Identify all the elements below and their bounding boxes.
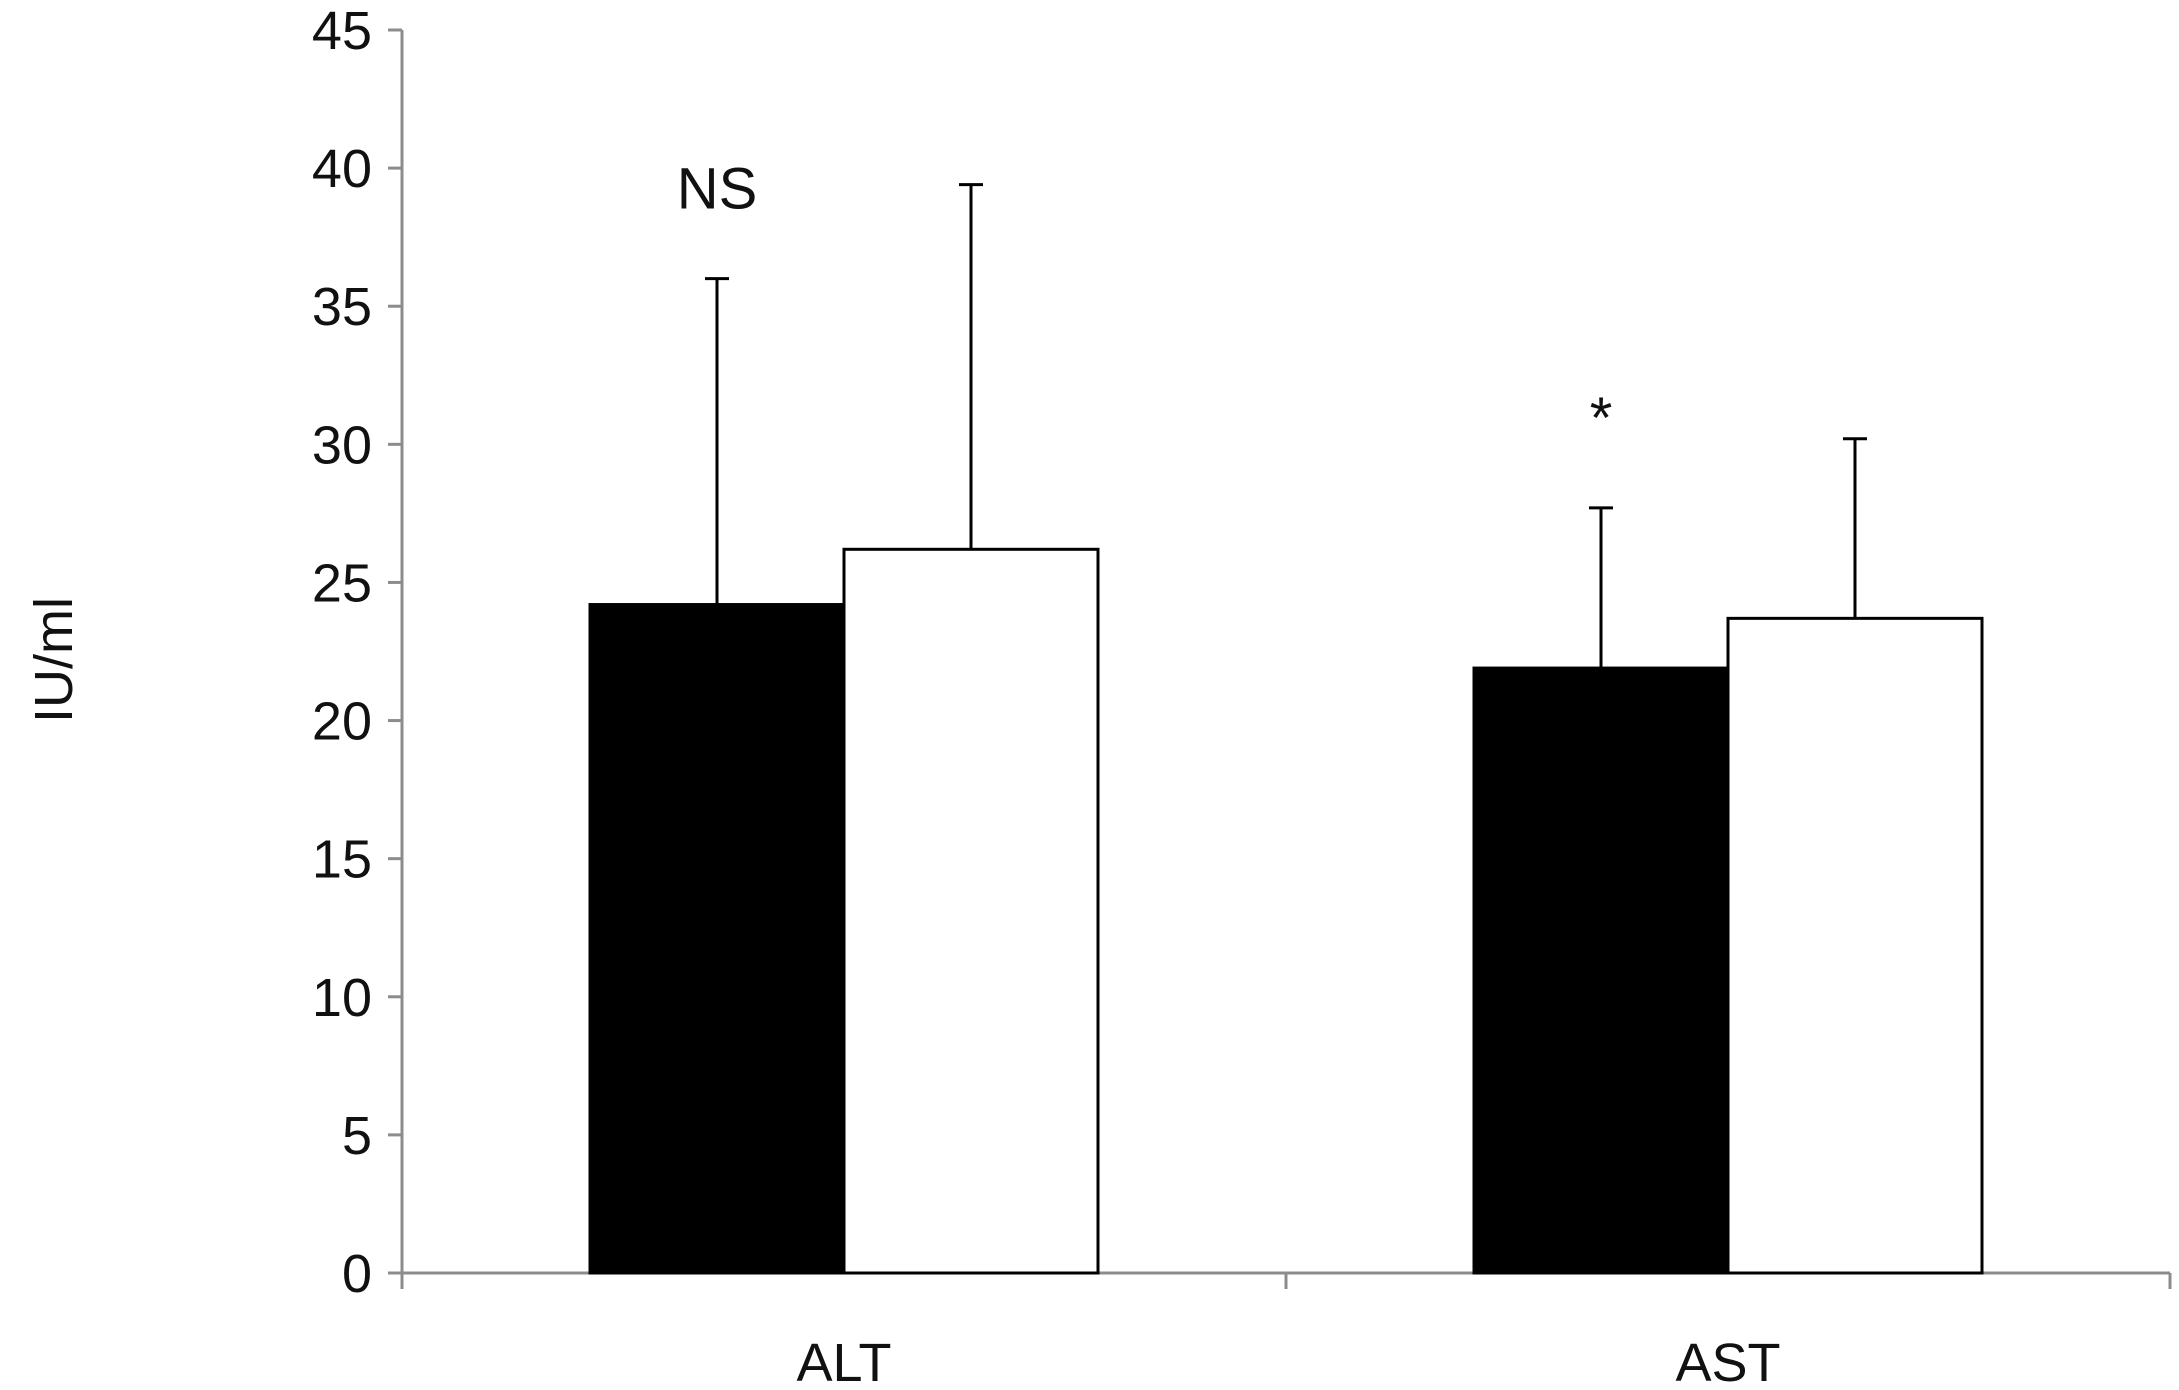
y-tick-label: 35 <box>312 277 372 337</box>
y-tick-label: 5 <box>342 1106 372 1166</box>
annotation-alt: NS <box>677 157 758 222</box>
bars <box>588 547 1984 1275</box>
error-bars <box>705 183 1867 669</box>
y-tick-label: 45 <box>312 1 372 61</box>
y-tick-label: 0 <box>342 1244 372 1304</box>
y-tick-label: 30 <box>312 415 372 475</box>
y-tick-label: 20 <box>312 692 372 752</box>
axis-labels: 0 5 10 15 20 25 30 35 40 45 ALT AST <box>312 1 1781 1390</box>
annotations: NS * <box>677 157 1613 451</box>
bar-ast-1 <box>1472 666 1730 1275</box>
y-tick-label: 25 <box>312 553 372 613</box>
y-tick-label: 10 <box>312 968 372 1028</box>
bar-alt-2 <box>842 547 1100 1275</box>
annotation-ast: * <box>1590 386 1613 451</box>
y-axis-label: IU/ml <box>24 597 84 723</box>
x-category-label: AST <box>1675 1333 1780 1390</box>
bar-alt-1 <box>588 603 846 1275</box>
x-category-label: ALT <box>796 1333 891 1390</box>
y-tick-label: 40 <box>312 139 372 199</box>
y-tick-label: 15 <box>312 830 372 890</box>
bar-ast-2 <box>1726 616 1984 1275</box>
